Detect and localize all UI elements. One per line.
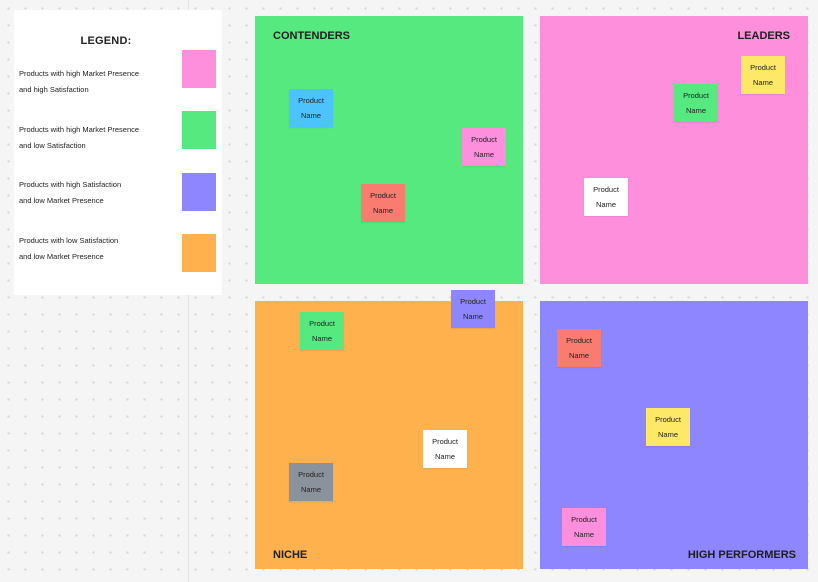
legend-title: LEGEND: — [80, 35, 132, 47]
legend-swatch-pink — [182, 50, 216, 88]
sticky-note-white[interactable]: Product Name — [584, 178, 628, 216]
legend-item-text-satisfaction-high: Products with high Satisfaction and low M… — [19, 180, 122, 205]
quadrant-niche[interactable]: NICHE — [255, 301, 523, 569]
quadrant-title-leaders: LEADERS — [737, 30, 790, 42]
legend-item-text-high-high: Products with high Market Presence and hi… — [19, 69, 140, 94]
legend-item-text-high-low: Products with high Market Presence and lo… — [19, 125, 140, 150]
sticky-note-red[interactable]: Product Name — [557, 329, 601, 367]
quadrant-title-high-performers: HIGH PERFORMERS — [687, 549, 796, 561]
sticky-note-white[interactable]: Product Name — [423, 430, 467, 468]
quadrant-title-niche: NICHE — [273, 549, 308, 561]
sticky-note-blue[interactable]: Product Name — [289, 89, 333, 127]
sticky-note-green[interactable]: Product Name — [674, 84, 718, 122]
legend-swatch-orange — [182, 234, 216, 272]
sticky-note-yellow[interactable]: Product Name — [646, 408, 690, 446]
sticky-note-pink[interactable]: Product Name — [462, 128, 506, 166]
legend-swatch-green — [182, 111, 216, 149]
legend-item-text-low-low: Products with low Satisfaction and low Ma… — [19, 236, 119, 261]
sticky-note-red[interactable]: Product Name — [361, 184, 405, 222]
sticky-note-green[interactable]: Product Name — [300, 312, 344, 350]
sticky-note-purple[interactable]: Product Name — [451, 290, 495, 328]
sticky-note-gray[interactable]: Product Name — [289, 463, 333, 501]
legend-swatch-purple — [182, 173, 216, 211]
sticky-note-yellow[interactable]: Product Name — [741, 56, 785, 94]
legend-panel[interactable]: LEGEND: Products with high Market Presen… — [14, 10, 222, 295]
quadrant-title-contenders: CONTENDERS — [273, 30, 351, 42]
sticky-note-pink[interactable]: Product Name — [562, 508, 606, 546]
